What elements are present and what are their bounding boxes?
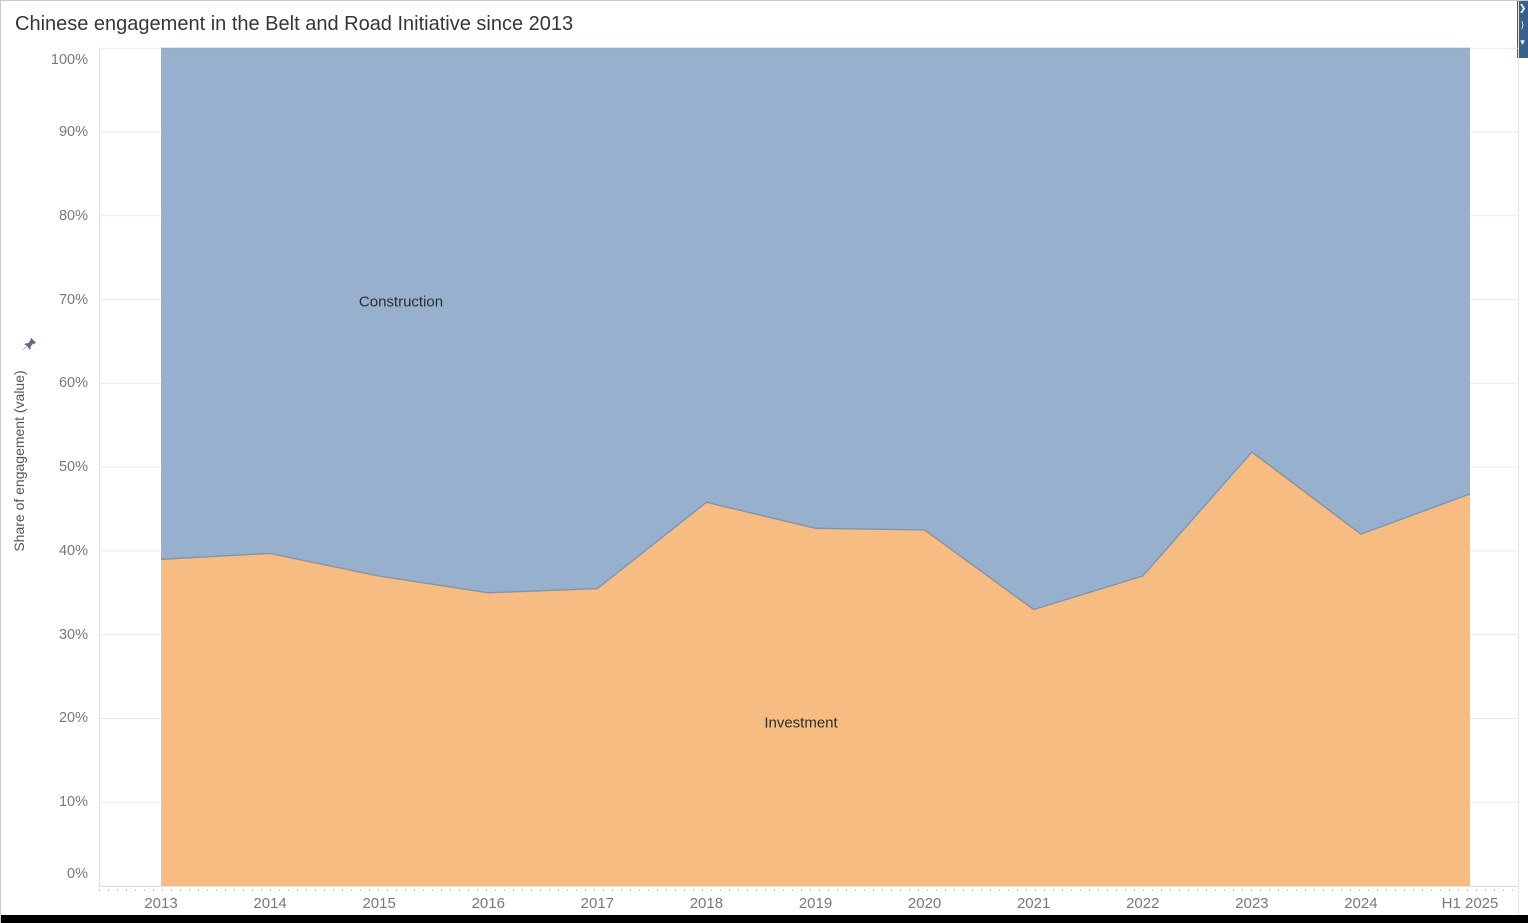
x-tick-label: H1 2025 xyxy=(1441,895,1499,912)
y-axis-title: Share of engagement (value) xyxy=(11,370,27,552)
collapsed-panel-strip[interactable]: ❯ ⟩ ▾ xyxy=(1517,1,1528,58)
y-tick-label: 90% xyxy=(58,123,88,140)
y-tick-label: 0% xyxy=(67,866,88,882)
caret-down-icon[interactable]: ▾ xyxy=(1520,37,1525,47)
bottom-bar xyxy=(1,915,1528,923)
panel-divider xyxy=(1518,1,1519,916)
y-tick-label: 100% xyxy=(50,52,88,69)
x-tick-label: 2013 xyxy=(144,895,178,912)
y-tick-label: 70% xyxy=(58,291,88,308)
investment-area[interactable] xyxy=(161,452,1470,886)
x-tick-label: 2020 xyxy=(907,895,942,912)
x-tick-label: 2018 xyxy=(689,895,724,912)
construction-area[interactable] xyxy=(161,48,1470,610)
chevron-right-icon[interactable]: ❯ xyxy=(1518,3,1527,13)
x-tick-label: 2015 xyxy=(362,895,396,912)
y-tick-label: 60% xyxy=(58,375,88,392)
x-tick-label: 2019 xyxy=(798,895,833,912)
series-boundary-line xyxy=(160,451,1471,611)
y-tick-label: 80% xyxy=(58,207,88,224)
pin-icon[interactable] xyxy=(22,337,37,352)
y-tick-label: 20% xyxy=(58,710,88,727)
x-tick-label: 2022 xyxy=(1126,895,1160,912)
x-tick-label: 2023 xyxy=(1235,895,1269,912)
y-tick-label: 50% xyxy=(58,459,88,476)
chevron-partial-icon[interactable]: ⟩ xyxy=(1520,20,1525,30)
y-tick-label: 10% xyxy=(58,794,88,811)
construction-series-label: Construction xyxy=(358,293,444,311)
x-tick-label: 2016 xyxy=(471,895,505,912)
investment-series-label: Investment xyxy=(764,714,838,732)
x-axis-tick-dots xyxy=(99,889,1518,891)
x-tick-label: 2014 xyxy=(253,895,287,912)
chart-title: Chinese engagement in the Belt and Road … xyxy=(15,13,574,35)
y-tick-label: 30% xyxy=(58,626,88,643)
x-tick-label: 2021 xyxy=(1016,895,1051,912)
y-tick-label: 40% xyxy=(58,542,88,559)
x-tick-label: 2017 xyxy=(580,895,615,912)
x-tick-label: 2024 xyxy=(1344,895,1378,912)
